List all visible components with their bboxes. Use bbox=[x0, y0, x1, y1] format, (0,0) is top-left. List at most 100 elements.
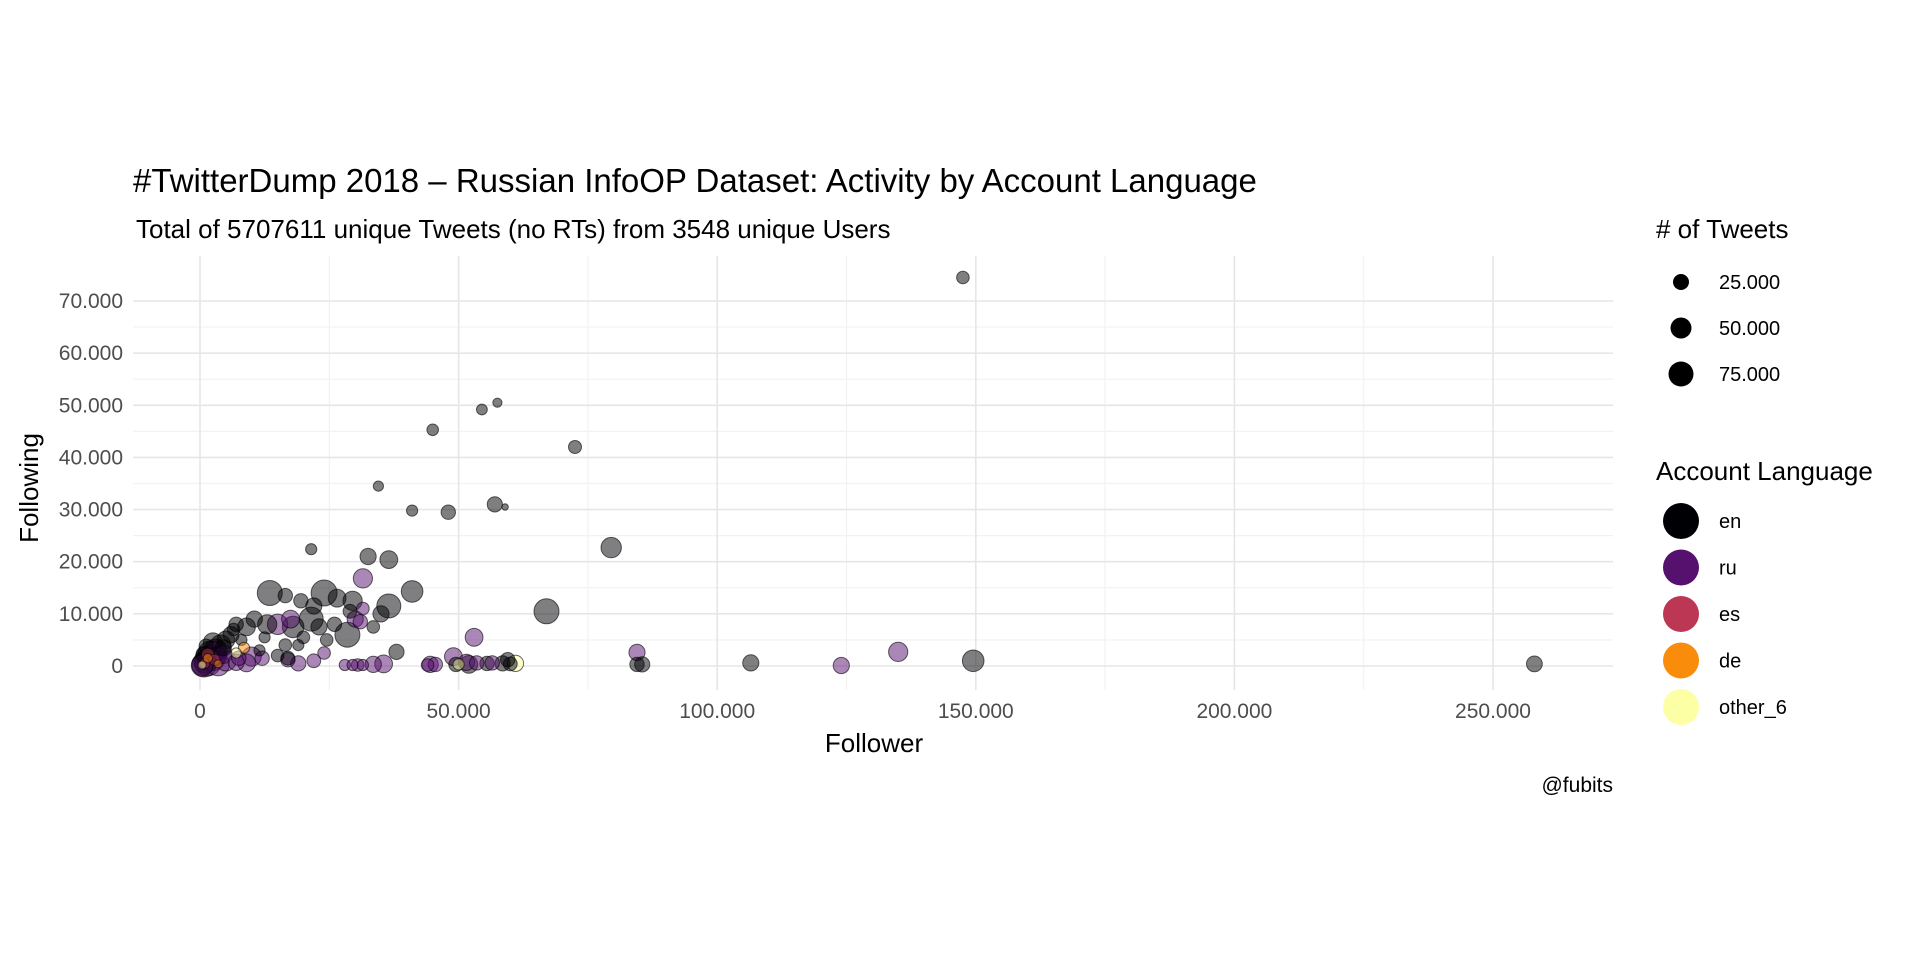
point-en bbox=[388, 643, 405, 661]
point-en bbox=[245, 610, 263, 628]
x-tick-label: 50.000 bbox=[426, 700, 490, 723]
color-legend-key-ru bbox=[1663, 549, 1699, 586]
y-tick-label: 0 bbox=[111, 655, 123, 678]
point-en bbox=[533, 598, 560, 625]
size-legend-label: 75.000 bbox=[1719, 364, 1780, 386]
point-other_6 bbox=[230, 647, 242, 659]
point-ru bbox=[484, 655, 500, 671]
size-legend-title: # of Tweets bbox=[1656, 214, 1789, 244]
point-en bbox=[366, 620, 381, 634]
point-en bbox=[327, 588, 347, 608]
point-en bbox=[278, 638, 293, 652]
point-ru bbox=[356, 601, 370, 616]
point-en bbox=[501, 503, 509, 511]
point-en bbox=[426, 423, 440, 437]
size-legend-items: 25.000 50.000 75.000 bbox=[1668, 272, 1780, 387]
color-legend-title: Account Language bbox=[1656, 456, 1873, 486]
point-en bbox=[292, 639, 305, 652]
size-legend-key bbox=[1668, 361, 1694, 387]
x-tick-label: 150.000 bbox=[938, 700, 1014, 723]
x-axis-label: Follower bbox=[825, 728, 924, 758]
size-legend-key bbox=[1673, 274, 1689, 290]
size-legend-key bbox=[1670, 317, 1692, 339]
y-tick-label: 20.000 bbox=[59, 551, 123, 574]
point-en bbox=[440, 504, 456, 520]
point-ru bbox=[888, 641, 909, 663]
y-tick-label: 50.000 bbox=[59, 394, 123, 417]
x-tick-label: 100.000 bbox=[679, 700, 755, 723]
point-en bbox=[956, 270, 970, 285]
x-tick-label: 250.000 bbox=[1455, 700, 1531, 723]
color-legend-key-en bbox=[1663, 503, 1699, 539]
chart-title: #TwitterDump 2018 – Russian InfoOP Datas… bbox=[133, 162, 1257, 199]
point-en bbox=[226, 622, 241, 637]
color-legend-key-other_6 bbox=[1663, 689, 1699, 725]
point-other_6 bbox=[197, 660, 207, 670]
point-en bbox=[372, 605, 390, 623]
color-legend-label: es bbox=[1719, 604, 1740, 626]
point-ru bbox=[464, 627, 484, 647]
point-en bbox=[270, 648, 285, 663]
point-en bbox=[342, 603, 358, 619]
y-tick-label: 30.000 bbox=[59, 499, 123, 522]
chart-caption: @fubits bbox=[1541, 774, 1613, 797]
y-tick-label: 60.000 bbox=[59, 342, 123, 365]
size-legend: # of Tweets 25.000 50.000 75.000 bbox=[1656, 214, 1789, 387]
chart-subtitle: Total of 5707611 unique Tweets (no RTs) … bbox=[136, 214, 890, 244]
point-ru bbox=[317, 646, 331, 660]
point-en bbox=[629, 656, 645, 673]
color-legend-label: other_6 bbox=[1719, 697, 1787, 719]
point-en bbox=[326, 616, 343, 632]
point-en bbox=[406, 504, 419, 517]
point-en bbox=[400, 580, 424, 603]
y-tick-label: 40.000 bbox=[59, 446, 123, 469]
point-ru bbox=[356, 658, 369, 672]
point-en bbox=[293, 593, 309, 609]
point-ru bbox=[346, 658, 359, 672]
x-axis-tick-labels: 0 50.000 100.000 150.000 200.000 250.000 bbox=[194, 700, 1531, 723]
point-en bbox=[600, 536, 622, 559]
point-ru bbox=[420, 658, 435, 672]
color-legend-label: de bbox=[1719, 651, 1741, 673]
point-en bbox=[486, 496, 503, 513]
point-en bbox=[253, 644, 266, 657]
x-tick-label: 200.000 bbox=[1196, 700, 1272, 723]
color-legend-key-es bbox=[1663, 596, 1699, 632]
point-en bbox=[359, 547, 377, 566]
y-tick-label: 10.000 bbox=[59, 603, 123, 626]
point-de bbox=[213, 659, 223, 669]
point-en bbox=[476, 403, 488, 416]
point-ru bbox=[832, 656, 850, 675]
data-points bbox=[190, 270, 1543, 678]
size-legend-label: 50.000 bbox=[1719, 318, 1780, 340]
point-en bbox=[568, 440, 582, 454]
point-en bbox=[1526, 655, 1543, 673]
point-de bbox=[202, 653, 213, 664]
point-en bbox=[305, 543, 318, 556]
color-legend-label: ru bbox=[1719, 558, 1737, 580]
point-ru bbox=[352, 614, 368, 630]
point-en bbox=[492, 397, 503, 408]
point-ru bbox=[352, 568, 373, 589]
point-ru bbox=[469, 655, 485, 671]
point-en bbox=[319, 633, 334, 647]
size-legend-label: 25.000 bbox=[1719, 272, 1780, 294]
point-en bbox=[742, 654, 760, 672]
point-ru bbox=[306, 653, 322, 669]
point-other_6 bbox=[452, 658, 465, 671]
y-tick-label: 70.000 bbox=[59, 290, 123, 313]
y-axis-tick-labels: 0 10.000 20.000 30.000 40.000 50.000 60.000 70.… bbox=[59, 290, 123, 678]
point-en bbox=[310, 618, 328, 636]
point-en bbox=[277, 587, 293, 604]
point-en bbox=[502, 656, 518, 672]
color-legend-items: en ru es de other_6 bbox=[1663, 503, 1787, 725]
x-tick-label: 0 bbox=[194, 700, 206, 723]
color-legend-label: en bbox=[1719, 511, 1741, 533]
point-en bbox=[372, 480, 384, 492]
grid-lines bbox=[133, 256, 1613, 690]
y-axis-label: Following bbox=[14, 433, 44, 543]
point-en bbox=[214, 639, 232, 657]
